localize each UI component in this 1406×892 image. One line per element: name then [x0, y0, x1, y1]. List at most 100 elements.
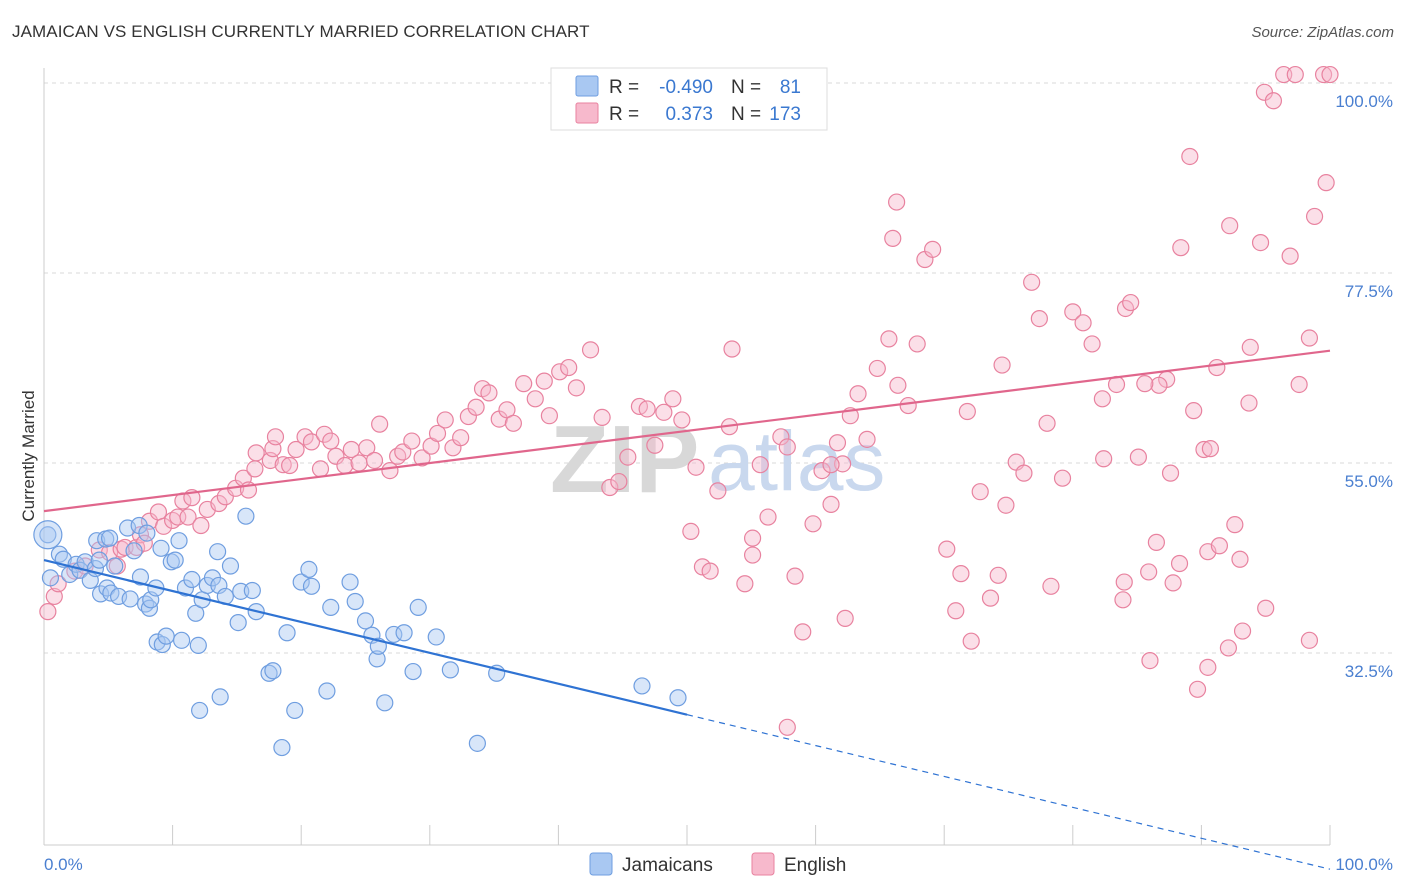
english-point-109: [908, 335, 926, 353]
english-point-159: [1172, 239, 1190, 257]
english-point-173: [1114, 591, 1132, 609]
english-point-86: [701, 562, 719, 580]
y-tick-label-2: 77.5%: [1345, 282, 1393, 301]
x-tick-label-1: 100.0%: [1335, 855, 1393, 874]
english-point-175: [1161, 464, 1180, 482]
english-point-148: [1241, 338, 1259, 356]
english-point-118: [989, 566, 1007, 584]
english-point-169: [888, 193, 906, 211]
english-point-61: [480, 384, 498, 402]
english-point-0: [39, 603, 57, 621]
english-point-168: [884, 229, 902, 247]
jamaican-point-20: [121, 590, 139, 608]
english-point-134: [1129, 448, 1147, 466]
english-point-41: [327, 447, 345, 465]
english-point-38: [311, 460, 330, 478]
jamaican-point-63: [318, 682, 336, 700]
jamaican-point-80: [633, 677, 651, 695]
english-point-95: [786, 567, 804, 585]
english-point-157: [1257, 599, 1275, 617]
english-point-46: [365, 451, 384, 470]
jamaican-point-36: [173, 631, 191, 649]
english-point-87: [709, 482, 727, 500]
english-point-34: [281, 456, 299, 475]
english-point-138: [1164, 574, 1182, 592]
english-point-45: [358, 439, 376, 457]
english-point-81: [664, 390, 682, 408]
english-point-121: [1015, 464, 1033, 482]
jamaican-point-57: [273, 738, 291, 757]
english-point-184: [1208, 358, 1226, 377]
english-point-160: [1140, 563, 1158, 581]
jamaican-point-32: [157, 627, 175, 645]
english-point-108: [899, 396, 917, 415]
english-point-92: [759, 508, 777, 526]
english-point-73: [593, 408, 611, 426]
english-point-116: [971, 483, 989, 501]
jamaican-point-17: [106, 557, 124, 575]
english-point-150: [1264, 92, 1283, 110]
english-point-125: [1042, 577, 1060, 595]
legend-swatch-blue: [575, 75, 599, 97]
jamaican-point-65: [341, 573, 359, 591]
bottom-legend-label-jamaicans: Jamaicans: [622, 855, 713, 876]
jamaican-point-40: [189, 636, 207, 655]
english-point-106: [880, 330, 898, 348]
legend-n-label-0: N =: [731, 77, 761, 98]
english-point-32: [266, 428, 285, 446]
jamaican-point-cluster: [33, 520, 63, 550]
jamaican-point-34: [166, 551, 184, 569]
english-point-133: [1122, 293, 1140, 312]
english-point-98: [813, 462, 831, 480]
english-point-117: [981, 589, 1000, 607]
english-point-165: [778, 718, 796, 736]
english-point-80: [655, 403, 673, 421]
legend-r-value-1: 0.373: [665, 104, 713, 125]
english-point-177: [1199, 658, 1217, 676]
english-point-100: [828, 434, 847, 452]
jamaican-point-75: [409, 598, 427, 617]
english-point-70: [560, 358, 578, 377]
english-point-74: [601, 478, 619, 497]
english-point-23: [210, 494, 228, 513]
english-point-78: [638, 400, 656, 418]
jamaican-point-78: [468, 734, 486, 752]
english-point-153: [1300, 631, 1319, 649]
english-point-166: [822, 456, 840, 474]
english-point-91: [751, 456, 769, 474]
jamaican-point-66: [346, 592, 364, 611]
english-point-176: [1185, 402, 1203, 420]
english-point-114: [952, 565, 970, 583]
english-point-186: [1251, 234, 1270, 252]
english-trend-line: [43, 349, 1331, 513]
jamaican-point-50: [229, 613, 247, 632]
english-point-122: [1023, 273, 1041, 291]
english-point-183: [1201, 440, 1220, 458]
legend-r-label-0: R =: [609, 77, 639, 98]
english-point-147: [1233, 622, 1252, 640]
english-point-64: [504, 414, 522, 432]
english-point-172: [1095, 450, 1113, 468]
jamaican-point-52: [237, 507, 255, 525]
english-point-178: [1219, 639, 1238, 657]
english-point-42: [336, 456, 354, 475]
english-point-164: [743, 529, 762, 547]
jamaican-point-46: [210, 576, 228, 595]
jamaican-point-64: [322, 598, 340, 617]
english-point-35: [287, 440, 305, 459]
english-point-57: [452, 429, 470, 447]
english-point-82: [673, 411, 691, 429]
english-point-141: [1188, 680, 1207, 698]
english-point-66: [526, 390, 544, 408]
english-point-124: [1038, 414, 1056, 432]
x-tick-label-0: 0.0%: [44, 855, 83, 874]
english-point-39: [315, 425, 333, 443]
english-point-136: [1147, 533, 1165, 551]
english-point-167: [836, 609, 854, 627]
jamaican-point-25: [138, 524, 156, 542]
english-point-115: [962, 632, 980, 650]
legend-swatch-pink: [575, 102, 599, 124]
english-point-59: [467, 398, 485, 416]
english-point-21: [192, 516, 210, 535]
